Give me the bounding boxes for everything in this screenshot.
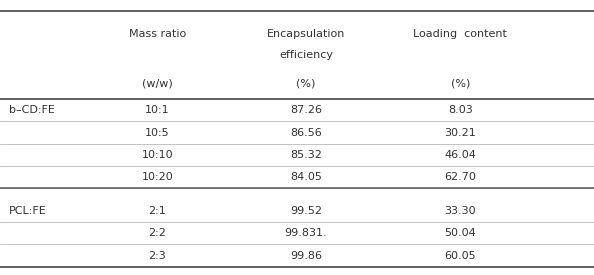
- Text: 33.30: 33.30: [444, 206, 476, 216]
- Text: (%): (%): [451, 79, 470, 89]
- Text: Loading  content: Loading content: [413, 29, 507, 39]
- Text: (%): (%): [296, 79, 315, 89]
- Text: 99.52: 99.52: [290, 206, 322, 216]
- Text: 8.03: 8.03: [448, 105, 473, 115]
- Text: 10:1: 10:1: [145, 105, 170, 115]
- Text: 2:1: 2:1: [148, 206, 166, 216]
- Text: 60.05: 60.05: [444, 251, 476, 261]
- Text: 87.26: 87.26: [290, 105, 322, 115]
- Text: 50.04: 50.04: [444, 228, 476, 238]
- Text: 86.56: 86.56: [290, 128, 322, 138]
- Text: b–CD:FE: b–CD:FE: [9, 105, 55, 115]
- Text: 84.05: 84.05: [290, 172, 322, 182]
- Text: 2:3: 2:3: [148, 251, 166, 261]
- Text: PCL:FE: PCL:FE: [9, 206, 47, 216]
- Text: (w/w): (w/w): [142, 79, 173, 89]
- Text: 30.21: 30.21: [444, 128, 476, 138]
- Text: 62.70: 62.70: [444, 172, 476, 182]
- Text: Encapsulation: Encapsulation: [267, 29, 345, 39]
- Text: 99.831.: 99.831.: [285, 228, 327, 238]
- Text: 99.86: 99.86: [290, 251, 322, 261]
- Text: 10:20: 10:20: [141, 172, 173, 182]
- Text: 2:2: 2:2: [148, 228, 166, 238]
- Text: 46.04: 46.04: [444, 150, 476, 160]
- Text: efficiency: efficiency: [279, 50, 333, 60]
- Text: Mass ratio: Mass ratio: [129, 29, 186, 39]
- Text: 85.32: 85.32: [290, 150, 322, 160]
- Text: 10:5: 10:5: [145, 128, 170, 138]
- Text: 10:10: 10:10: [141, 150, 173, 160]
